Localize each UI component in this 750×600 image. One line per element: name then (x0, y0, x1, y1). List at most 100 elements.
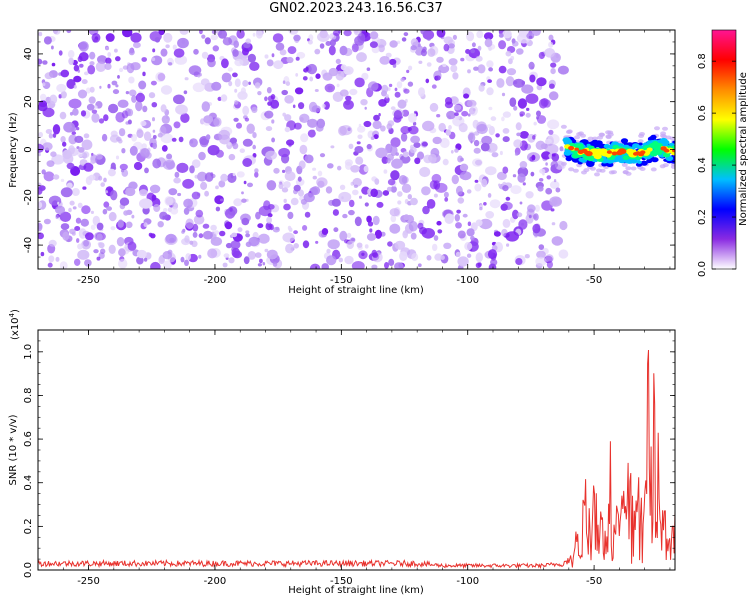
noise-blob (462, 213, 468, 218)
noise-blob (536, 77, 547, 87)
noise-blob (96, 222, 104, 231)
noise-blob (266, 59, 274, 67)
noise-blob (62, 149, 72, 160)
noise-blob (548, 34, 554, 41)
noise-blob (108, 244, 116, 254)
colorbar: 0.0 0.2 0.4 0.6 0.8 Normalized spectral ampl… (697, 29, 749, 277)
noise-blob (485, 166, 497, 176)
noise-blob (210, 224, 217, 231)
signal-halo (662, 126, 668, 131)
noise-blob (53, 174, 60, 180)
signal-halo (572, 168, 579, 173)
noise-blob (61, 141, 67, 147)
noise-blob (105, 190, 108, 194)
noise-blob (242, 138, 253, 147)
noise-blob (185, 253, 191, 261)
signal-halo (560, 161, 567, 166)
noise-blob (544, 48, 556, 58)
noise-blob (426, 62, 432, 67)
noise-blob (91, 113, 100, 123)
noise-blob (344, 100, 351, 106)
noise-blob (71, 231, 76, 236)
noise-blob (400, 77, 405, 82)
noise-blob (227, 142, 231, 146)
noise-blob (100, 248, 106, 255)
signal-halo (659, 164, 666, 169)
signal-blob (659, 137, 668, 144)
noise-blob (233, 40, 239, 48)
noise-blob (85, 176, 93, 186)
noise-blob (394, 240, 406, 250)
noise-blob (135, 100, 143, 112)
noise-blob (242, 80, 249, 87)
signal-blob (568, 146, 575, 151)
noise-blob (488, 263, 497, 269)
noise-blob (519, 201, 523, 205)
signal-halo (596, 168, 602, 173)
undefined-tick-label: -250 (77, 275, 100, 286)
noise-blob (394, 262, 404, 269)
noise-blob (119, 163, 128, 171)
noise-blob (449, 214, 455, 221)
noise-blob (100, 182, 105, 187)
noise-blob (457, 230, 466, 239)
noise-blob (272, 226, 280, 233)
noise-blob (487, 79, 492, 83)
noise-blob (131, 95, 137, 103)
noise-blob (105, 33, 115, 42)
noise-blob (141, 143, 147, 150)
noise-blob (516, 212, 523, 218)
noise-blob (201, 51, 209, 59)
noise-blob (72, 206, 77, 210)
noise-blob (389, 223, 401, 234)
noise-blob (535, 140, 546, 150)
noise-blob (73, 64, 80, 72)
noise-blob (383, 169, 388, 174)
noise-blob (512, 40, 519, 47)
noise-blob (366, 233, 377, 241)
noise-blob (440, 255, 445, 260)
noise-blob (173, 177, 181, 184)
signal-halo (622, 170, 629, 175)
noise-blob (386, 123, 393, 130)
undefined-tick-label: -250 (77, 576, 100, 587)
noise-blob (545, 187, 553, 195)
noise-blob (372, 215, 380, 226)
noise-blob (518, 219, 528, 230)
signal-blob (638, 142, 643, 146)
noise-blob (55, 214, 59, 220)
noise-blob (174, 55, 188, 65)
signal-halo (654, 126, 660, 131)
spectrogram-y-ticks: -40 -20 0 20 40 (23, 29, 675, 270)
noise-blob (475, 262, 482, 269)
noise-blob (282, 80, 286, 84)
noise-blob (295, 56, 300, 61)
noise-blob (466, 31, 475, 42)
noise-blob (421, 186, 431, 196)
noise-blob (337, 165, 342, 171)
noise-blob (58, 50, 63, 56)
noise-blob (184, 77, 189, 81)
noise-blob (489, 199, 501, 209)
signal-blob (585, 151, 593, 157)
noise-blob (252, 144, 256, 150)
noise-blob (51, 154, 65, 165)
noise-blob (197, 74, 201, 78)
noise-blob (198, 233, 204, 239)
noise-blob (400, 126, 411, 134)
noise-blob (121, 110, 129, 119)
noise-blob (443, 36, 454, 44)
noise-blob (52, 124, 61, 135)
noise-blob (467, 113, 471, 117)
noise-blob (78, 41, 89, 52)
noise-blob (118, 128, 126, 137)
noise-blob (328, 45, 336, 56)
noise-blob (444, 101, 453, 109)
noise-blob (305, 66, 309, 72)
noise-blob (160, 85, 173, 95)
signal-blob (599, 144, 605, 148)
noise-blob (77, 243, 83, 250)
noise-blob (369, 228, 373, 233)
colorbar-label: Normalized spectral amplitude (738, 72, 749, 226)
